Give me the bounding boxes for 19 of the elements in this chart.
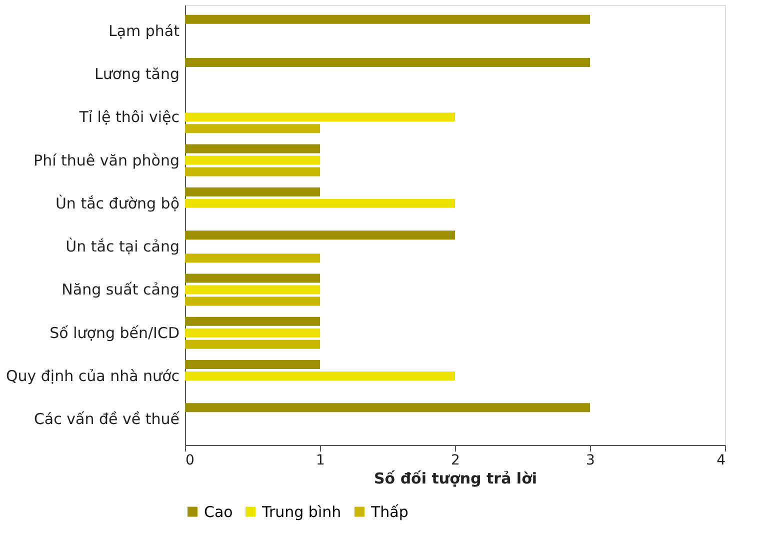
- y-tick-label: Số lượng bến/ICD: [50, 324, 180, 342]
- x-axis-title: Số đối tượng trả lời: [374, 470, 538, 488]
- legend-label: Thấp: [370, 502, 408, 521]
- x-tick-label: 1: [316, 452, 325, 468]
- y-tick-label: Ùn tắc tại cảng: [66, 238, 180, 256]
- y-tick-label: Năng suất cảng: [62, 280, 180, 299]
- x-tick-label: 2: [451, 452, 460, 468]
- legend-label: Trung bình: [261, 502, 342, 521]
- legend-label: Cao: [204, 502, 233, 521]
- x-tick-label: 4: [716, 452, 726, 468]
- x-tick-label: 0: [186, 452, 194, 468]
- y-tick-label: Lạm phát: [108, 22, 180, 40]
- y-tick-label: Các vấn đề về thuế: [34, 410, 180, 428]
- y-tick-label: Tỉ lệ thôi việc: [78, 108, 180, 126]
- y-tick-label: Phí thuê văn phòng: [34, 151, 180, 170]
- y-tick-label: Quy định của nhà nước: [6, 366, 180, 385]
- y-tick-label: Ùn tắc đường bộ: [55, 194, 180, 212]
- y-tick-label: Lương tăng: [94, 65, 180, 84]
- x-tick-label: 3: [586, 452, 595, 468]
